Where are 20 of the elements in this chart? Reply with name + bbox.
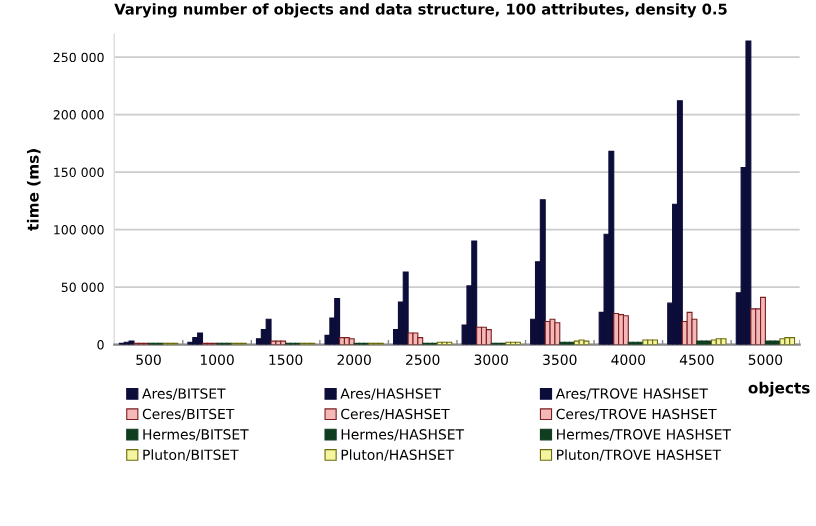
bar [402, 271, 409, 345]
bar [745, 40, 752, 345]
bar [759, 296, 766, 345]
bar [720, 338, 727, 345]
bar [417, 337, 424, 345]
bar [265, 318, 272, 345]
bar [348, 338, 355, 345]
bar [471, 240, 478, 345]
bar [789, 337, 796, 345]
bar [652, 339, 659, 345]
bar [197, 332, 204, 345]
bar [622, 315, 629, 345]
bar [539, 199, 546, 345]
bar [676, 100, 683, 345]
bar [608, 150, 615, 345]
bar [691, 318, 698, 345]
bar [485, 329, 492, 345]
bar [412, 332, 419, 345]
bar [554, 322, 561, 345]
bar [334, 297, 341, 345]
